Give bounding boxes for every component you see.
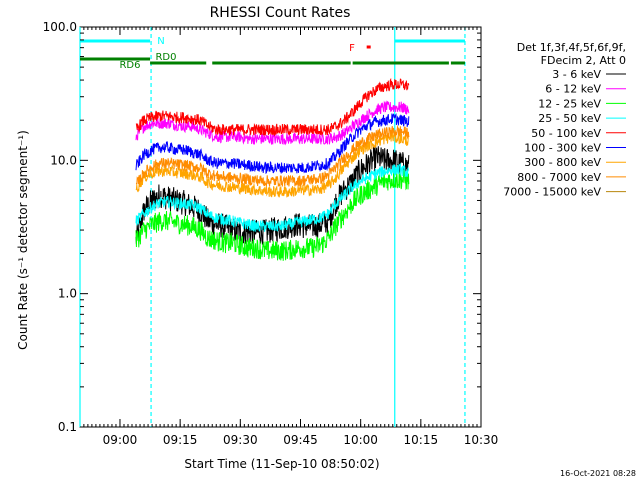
x-axis: 09:00 09:15 09:30 09:45 10:00 10:15 10:30 <box>83 27 499 447</box>
legend-label-8: 7000 - 15000 keV <box>503 186 601 199</box>
x-tick-label: 10:00 <box>343 433 378 447</box>
x-tick-label: 10:30 <box>464 433 499 447</box>
legend-header-line: FDecim 2, Att 0 <box>541 54 626 67</box>
state-label-rd6: RD6 <box>119 60 140 71</box>
y-tick-label: 10.0 <box>50 153 77 167</box>
y-axis: 0.1 1.0 10.0 100.0 <box>43 20 481 434</box>
legend-label-6: 300 - 800 keV <box>524 156 601 169</box>
timestamp: 16-Oct-2021 08:28 <box>560 469 636 478</box>
state-label-n: N <box>157 36 164 47</box>
y-tick-label: 1.0 <box>58 287 77 301</box>
legend-label-7: 800 - 7000 keV <box>517 171 601 184</box>
x-axis-label: Start Time (11-Sep-10 08:50:02) <box>184 457 379 471</box>
y-axis-label: Count Rate (s⁻¹ detector segment⁻¹) <box>16 130 30 350</box>
x-tick-label: 10:15 <box>404 433 439 447</box>
legend-label-3: 25 - 50 keV <box>538 112 601 125</box>
state-bars: N F RD0 RD6 <box>80 36 465 71</box>
legend-label-4: 50 - 100 keV <box>531 127 601 140</box>
x-tick-label: 09:45 <box>283 433 318 447</box>
legend: Det 1f,3f,4f,5f,6f,9f,FDecim 2, Att 03 -… <box>503 41 626 199</box>
series-line-2 <box>135 169 410 261</box>
state-label-f: F <box>349 43 355 54</box>
x-tick-label: 09:30 <box>223 433 258 447</box>
legend-label-1: 6 - 12 keV <box>545 83 601 96</box>
vertical-markers <box>79 27 466 427</box>
state-label-rd0: RD0 <box>155 52 176 63</box>
series-line-7 <box>135 124 410 187</box>
y-tick-label: 100.0 <box>43 20 77 34</box>
series-line-5 <box>135 113 410 174</box>
y-tick-label: 0.1 <box>58 420 77 434</box>
series-lines <box>135 77 410 261</box>
legend-label-2: 12 - 25 keV <box>538 97 601 110</box>
series-line-4 <box>135 77 410 137</box>
x-tick-label: 09:15 <box>163 433 198 447</box>
series-line-3 <box>135 162 410 232</box>
x-tick-label: 09:00 <box>103 433 138 447</box>
chart-title: RHESSI Count Rates <box>210 5 351 21</box>
legend-label-0: 3 - 6 keV <box>552 68 601 81</box>
legend-label-5: 100 - 300 keV <box>524 142 601 155</box>
series-line-6 <box>135 131 410 198</box>
series-line-1 <box>135 100 410 146</box>
legend-header-line: Det 1f,3f,4f,5f,6f,9f, <box>517 41 626 54</box>
